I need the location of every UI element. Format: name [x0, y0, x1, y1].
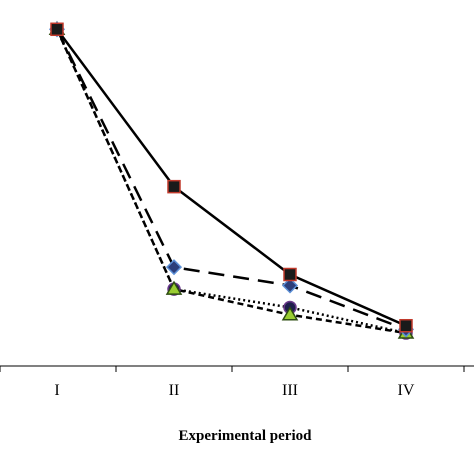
x-tick-label: I [54, 382, 59, 399]
series-line-triangles [55, 28, 407, 335]
data-point-squares [167, 179, 181, 194]
series-line-diamonds [55, 28, 407, 331]
x-axis-title: Experimental period [179, 428, 313, 444]
data-point-squares [399, 318, 413, 333]
x-tick-label: IV [398, 382, 415, 399]
data-point-squares [283, 267, 297, 282]
data-point-triangles [281, 306, 299, 321]
x-tick-label: III [282, 382, 298, 399]
series-markers [48, 20, 415, 340]
data-point-diamonds [165, 259, 183, 276]
data-point-triangles [165, 280, 183, 295]
series-lines [55, 28, 407, 335]
x-axis-ticks: I II III IV [0, 366, 465, 399]
series-line-squares [55, 28, 407, 327]
series-line-circles [55, 28, 407, 335]
data-point-diamonds [281, 277, 299, 294]
data-point-squares [50, 22, 64, 37]
x-tick-label: II [169, 382, 180, 399]
